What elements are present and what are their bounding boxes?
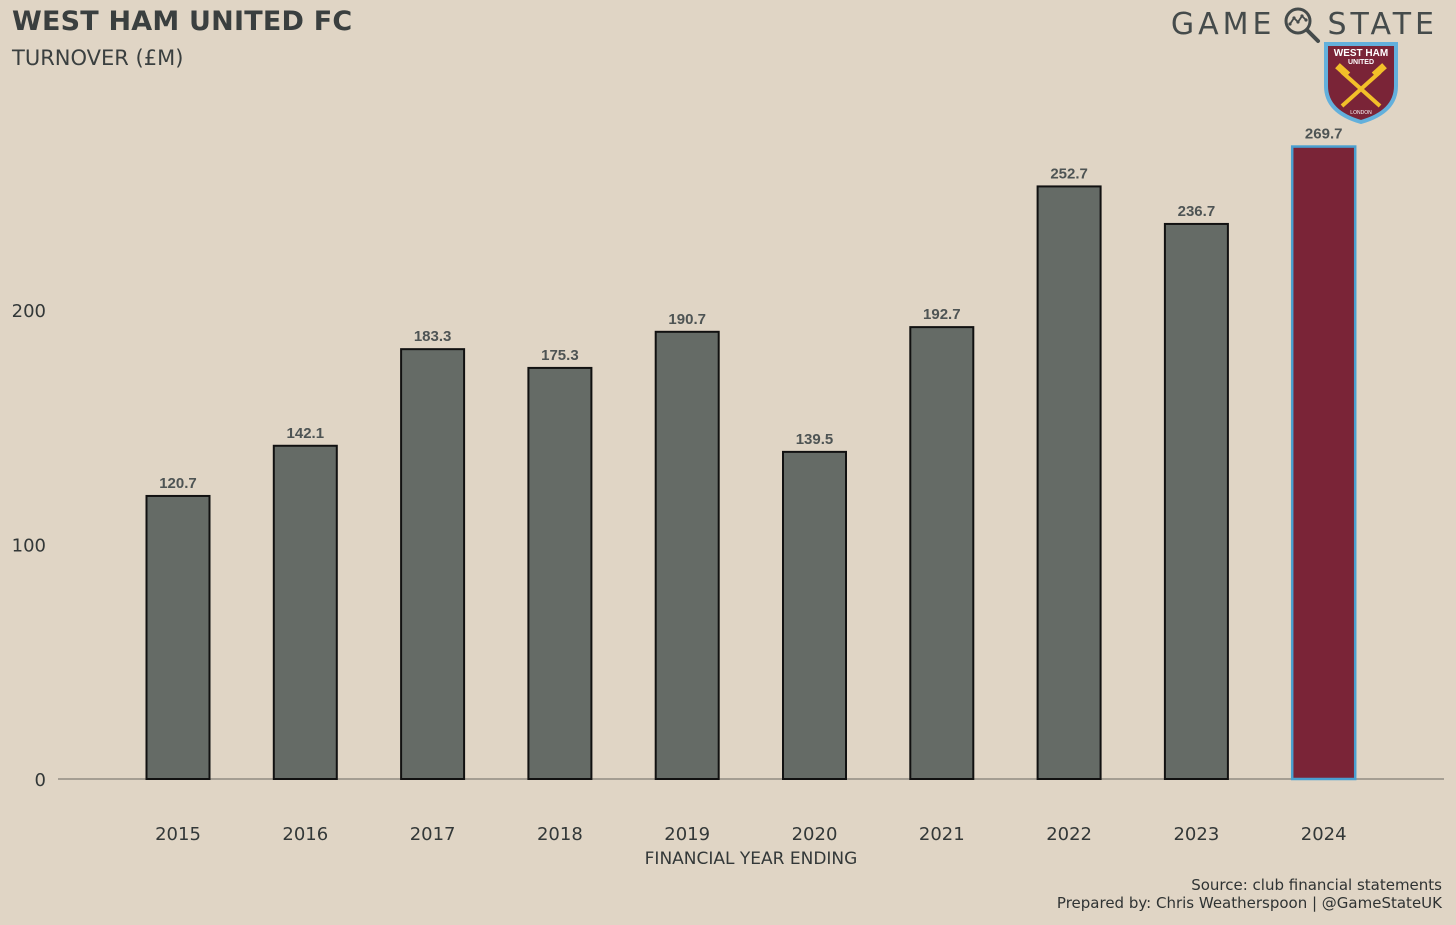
- brand-word-left: GAME: [1170, 6, 1276, 42]
- value-label-2018: 175.3: [541, 347, 579, 364]
- value-label-2017: 183.3: [414, 328, 452, 345]
- y-axis-ticks: 0 100 200: [12, 301, 46, 791]
- bar-2020: [782, 450, 847, 780]
- value-label-2020: 139.5: [796, 431, 834, 448]
- x-tick-label-2022: 2022: [1046, 824, 1092, 845]
- value-label-2019: 190.7: [668, 311, 706, 328]
- x-tick-label-2018: 2018: [537, 824, 583, 845]
- value-label-2015: 120.7: [159, 475, 197, 492]
- value-label-2023: 236.7: [1178, 203, 1216, 220]
- x-tick-label-2017: 2017: [410, 824, 456, 845]
- bar-2022: [1036, 185, 1102, 780]
- prepared-by-text: Prepared by: Chris Weatherspoon | @GameS…: [1056, 894, 1442, 912]
- x-tick-label-2019: 2019: [664, 824, 710, 845]
- x-axis-label: FINANCIAL YEAR ENDING: [645, 849, 858, 869]
- chart-title: WEST HAM UNITED FC: [12, 6, 353, 37]
- crest-top-text: WEST HAM: [1334, 48, 1388, 59]
- brand-logo: GAME STATE: [1171, 4, 1438, 44]
- y-tick-label: 100: [12, 536, 46, 557]
- bar-2019: [654, 330, 720, 780]
- bar-2016: [272, 444, 338, 780]
- bar-2018: [527, 366, 593, 780]
- x-tick-label-2023: 2023: [1173, 824, 1219, 845]
- y-tick-label: 200: [12, 301, 46, 322]
- footer-credits: Source: club financial statements Prepar…: [1057, 876, 1442, 912]
- bar-2017: [400, 348, 466, 780]
- magnifier-icon: [1284, 7, 1321, 43]
- x-tick-label-2021: 2021: [919, 824, 965, 845]
- chart-subtitle: TURNOVER (£M): [12, 46, 184, 70]
- value-label-2022: 252.7: [1050, 165, 1088, 182]
- x-tick-label-2024: 2024: [1301, 824, 1347, 845]
- west-ham-crest-icon: WEST HAM UNITED LONDON: [1324, 42, 1398, 124]
- crest-mid-text: UNITED: [1348, 59, 1374, 66]
- brand-word-right: STATE: [1327, 6, 1438, 42]
- value-label-2024: 269.7: [1305, 126, 1343, 143]
- bar-2015: [145, 494, 211, 780]
- bar-2023: [1163, 222, 1229, 781]
- x-tick-label-2020: 2020: [792, 824, 838, 845]
- x-tick-label-2015: 2015: [155, 824, 201, 845]
- x-axis-ticks: 2015 2016 2017 2018 2019 2020 2021 2022 2023 2024: [155, 824, 1347, 845]
- bar-2021: [909, 326, 975, 780]
- crest-bottom-text: LONDON: [1350, 110, 1372, 116]
- x-tick-label-2016: 2016: [282, 824, 328, 845]
- y-tick-label: 0: [35, 770, 46, 791]
- value-label-2016: 142.1: [287, 425, 325, 442]
- bar-2024: [1290, 145, 1357, 781]
- value-label-2021: 192.7: [923, 306, 961, 323]
- source-text: Source: club financial statements: [1191, 876, 1442, 894]
- bars-group: 120.7 142.1 183.3 175.3 190.7 139.5 192.7 252.7…: [145, 126, 1357, 781]
